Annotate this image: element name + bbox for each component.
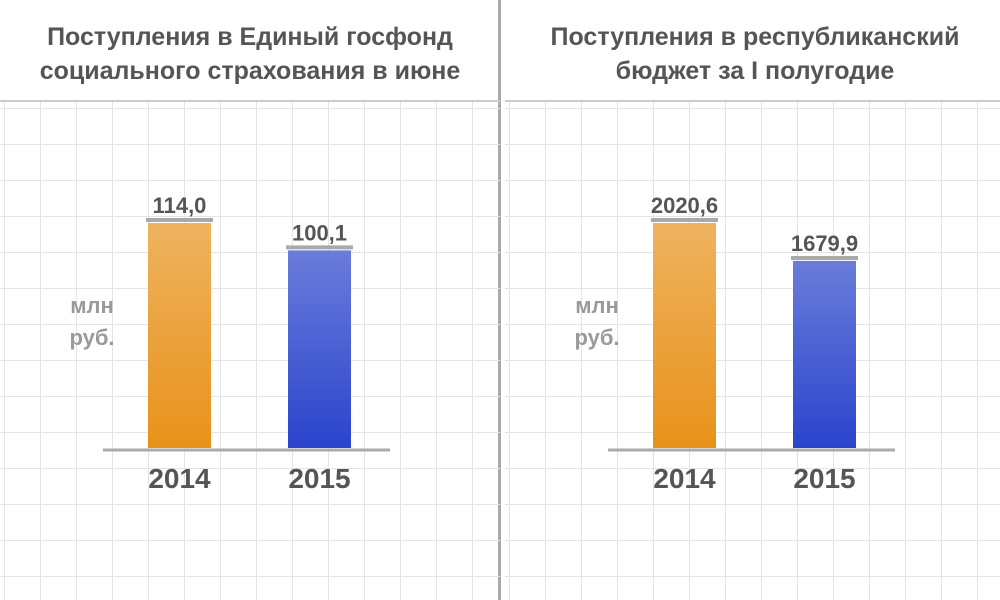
grid-background	[505, 100, 1000, 600]
chart: 2020,6 2014 1679,9 2015	[608, 193, 895, 494]
bar-shine	[288, 250, 351, 448]
chart-panel: Поступления в республиканский бюджет за …	[505, 0, 1000, 600]
chart: 114,0 2014 100,1 2015	[103, 193, 390, 494]
bar-shine	[148, 223, 211, 448]
x-tick-label: 2015	[288, 463, 350, 494]
chart-title: Поступления в Единый госфонд социального…	[39, 23, 461, 85]
value-label: 2020,6	[651, 193, 718, 218]
value-label: 1679,9	[791, 231, 858, 256]
x-tick-label: 2014	[653, 463, 716, 494]
bar-shine	[793, 260, 856, 448]
chart-title: Поступления в республиканский бюджет за …	[550, 23, 960, 85]
bar-shine	[653, 223, 716, 448]
chart-panel: Поступления в Единый госфонд социального…	[0, 23, 500, 600]
value-label: 114,0	[153, 193, 207, 218]
value-label: 100,1	[292, 220, 347, 245]
x-tick-label: 2014	[148, 463, 211, 494]
x-tick-label: 2015	[793, 463, 855, 494]
top-rule	[0, 100, 500, 102]
grid-background	[0, 100, 500, 600]
unit-label: млн руб.	[69, 293, 115, 350]
unit-label: млн руб.	[574, 293, 620, 350]
top-rule	[505, 100, 1000, 102]
